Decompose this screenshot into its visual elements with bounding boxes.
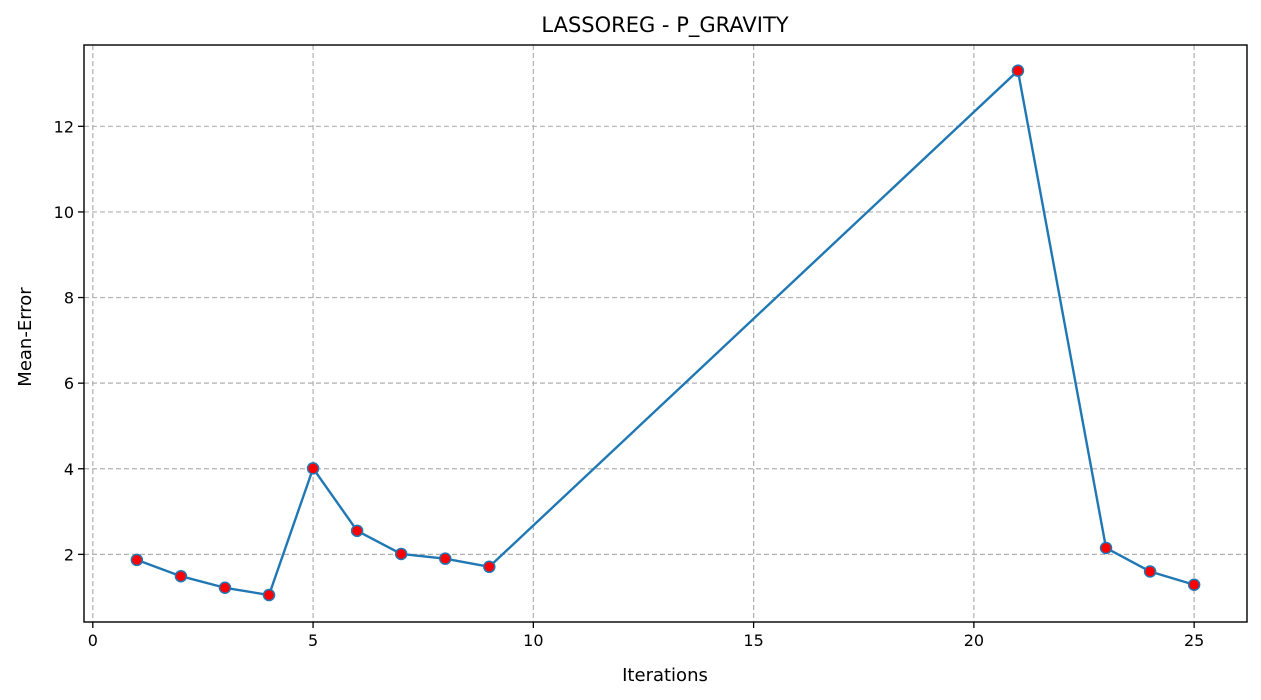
x-tick-label: 15 [743,631,763,650]
plot-frame [83,44,1248,623]
data-point [394,547,408,561]
x-tick-label: 25 [1184,631,1204,650]
data-point [1187,578,1201,592]
x-tick-label: 5 [308,631,318,650]
x-tick-label: 10 [523,631,543,650]
data-point [1099,541,1113,555]
y-tick-label: 12 [54,117,74,136]
y-tick-label: 4 [64,460,74,479]
data-point [174,569,188,583]
y-tick-label: 2 [64,545,74,564]
x-axis-label: Iterations [622,665,708,686]
data-point [130,553,144,567]
y-tick-label: 8 [64,289,74,308]
y-tick-label: 6 [64,374,74,393]
chart-title: LASSOREG - P_GRAVITY [541,13,788,38]
x-tick-label: 0 [88,631,98,650]
data-point [483,560,496,574]
y-axis-label: Mean-Error [15,287,36,387]
data-point [306,462,320,475]
data-point [438,552,452,565]
x-tick-label: 20 [964,631,984,650]
y-tick-label: 10 [54,203,74,222]
axes: 0 5 10 15 20 25 2 4 6 8 10 12 [54,117,1205,650]
data-point [1143,565,1157,578]
grid [84,45,1247,622]
series-line [136,69,1195,597]
plot-area [130,64,1201,602]
data-point [1011,64,1025,77]
data-point [350,524,364,538]
data-point [218,581,232,595]
data-point [262,588,276,602]
